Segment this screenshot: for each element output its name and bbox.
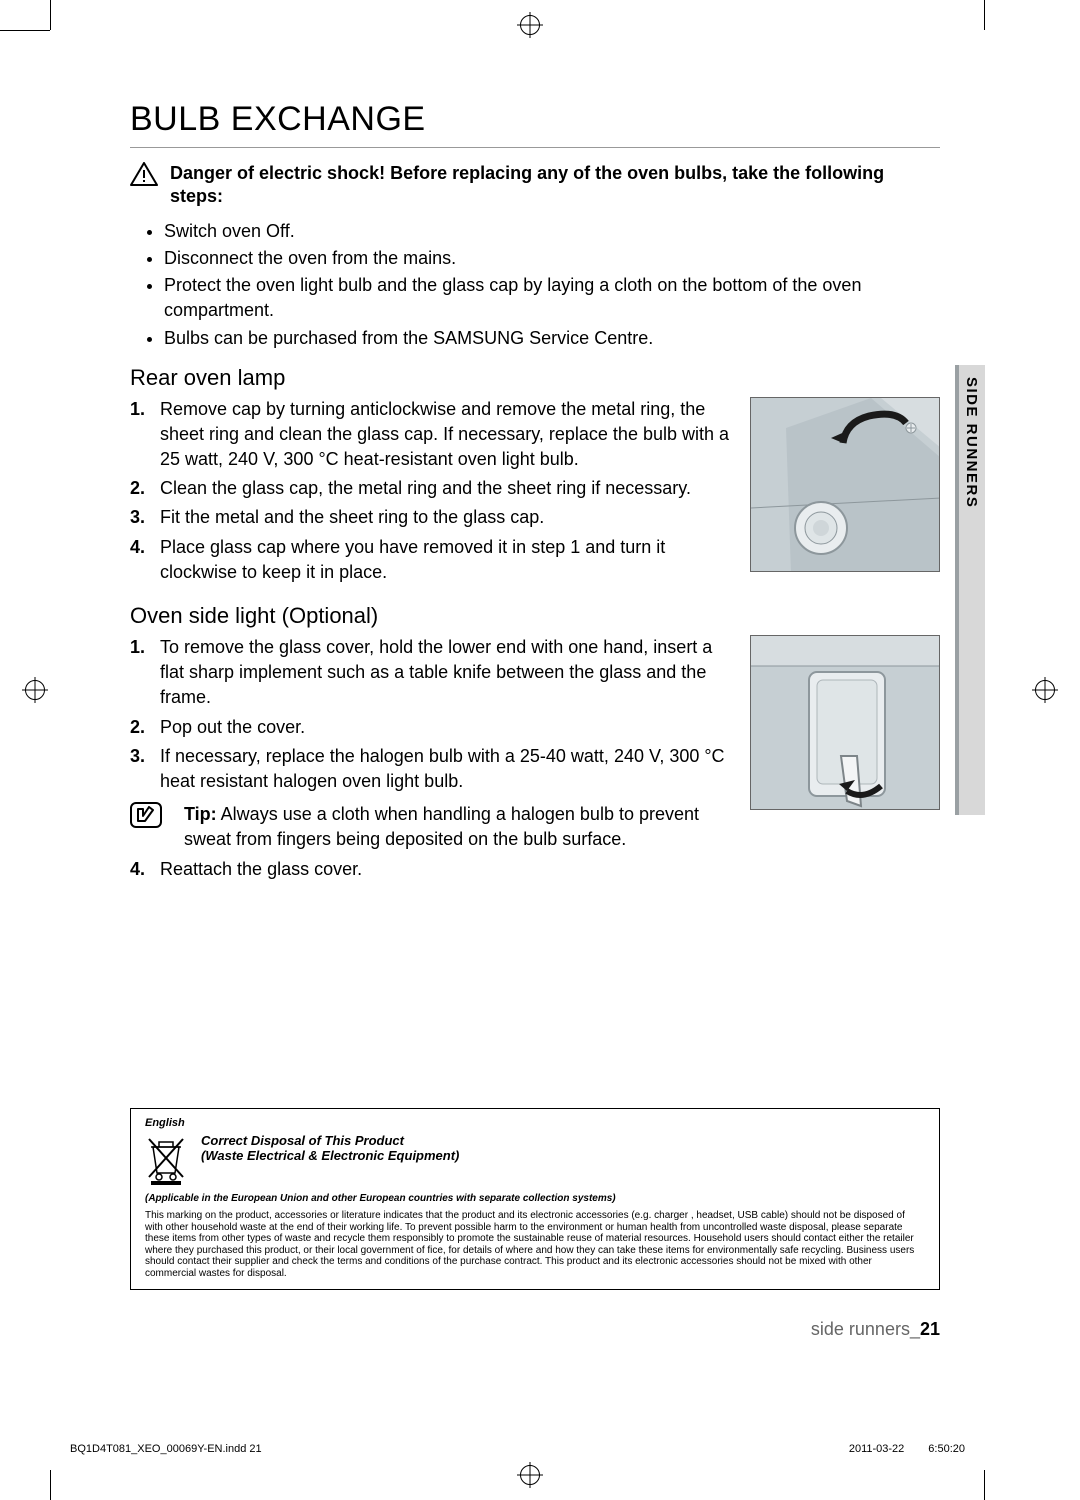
rear-lamp-steps: Remove cap by turning anticlockwise and … xyxy=(130,397,732,585)
list-item: Switch oven Off. xyxy=(164,219,940,244)
crop-mark xyxy=(984,1470,985,1500)
disposal-body: This marking on the product, accessories… xyxy=(145,1210,925,1279)
crop-mark xyxy=(50,1470,51,1500)
rear-lamp-section: Remove cap by turning anticlockwise and … xyxy=(130,397,940,589)
page-footer: side runners_21 xyxy=(811,1319,940,1340)
registration-mark-icon xyxy=(25,680,45,700)
weee-icon xyxy=(145,1133,187,1185)
footer-page: 21 xyxy=(920,1319,940,1339)
side-tab-label: SIDE RUNNERS xyxy=(959,365,980,508)
precaution-list: Switch oven Off. Disconnect the oven fro… xyxy=(130,219,940,351)
list-item: Disconnect the oven from the mains. xyxy=(164,246,940,271)
disposal-box: English Correct xyxy=(130,1108,940,1290)
warning-block: Danger of electric shock! Before replaci… xyxy=(130,162,940,209)
tip-block: Tip: Always use a cloth when handling a … xyxy=(130,802,732,852)
disposal-subtitle: (Applicable in the European Union and ot… xyxy=(145,1193,925,1204)
list-item: Pop out the cover. xyxy=(130,715,732,740)
disposal-title-2: (Waste Electrical & Electronic Equipment… xyxy=(201,1148,459,1163)
tip-body-text: Always use a cloth when handling a halog… xyxy=(184,804,699,849)
warning-text: Danger of electric shock! Before replaci… xyxy=(170,162,940,209)
tip-text: Tip: Always use a cloth when handling a … xyxy=(174,802,732,852)
list-item: Protect the oven light bulb and the glas… xyxy=(164,273,940,323)
crop-mark xyxy=(50,0,51,30)
page-content: BULB EXCHANGE Danger of electric shock! … xyxy=(60,40,975,1460)
registration-mark-icon xyxy=(1035,680,1055,700)
side-light-section: To remove the glass cover, hold the lowe… xyxy=(130,635,940,886)
section-title: BULB EXCHANGE xyxy=(130,100,940,139)
rear-lamp-heading: Rear oven lamp xyxy=(130,365,940,391)
warning-icon xyxy=(130,162,158,186)
list-item: Fit the metal and the sheet ring to the … xyxy=(130,505,732,530)
print-slug: BQ1D4T081_XEO_00069Y-EN.indd 21 2011-03-… xyxy=(70,1443,965,1455)
list-item: Reattach the glass cover. xyxy=(130,857,732,882)
list-item: If necessary, replace the halogen bulb w… xyxy=(130,744,732,794)
footer-section: side runners xyxy=(811,1319,910,1339)
registration-mark-icon xyxy=(520,15,540,35)
list-item: Remove cap by turning anticlockwise and … xyxy=(130,397,732,473)
side-light-heading-text: Oven side light xyxy=(130,603,276,628)
disposal-title-1: Correct Disposal of This Product xyxy=(201,1133,459,1148)
side-light-steps-a: To remove the glass cover, hold the lowe… xyxy=(130,635,732,794)
registration-mark-icon xyxy=(520,1465,540,1485)
crop-mark xyxy=(984,0,985,30)
horizontal-rule xyxy=(130,147,940,148)
note-icon xyxy=(130,802,162,828)
disposal-language: English xyxy=(145,1117,925,1129)
slug-time: 6:50:20 xyxy=(928,1443,965,1455)
list-item: Bulbs can be purchased from the SAMSUNG … xyxy=(164,326,940,351)
list-item: To remove the glass cover, hold the lowe… xyxy=(130,635,732,711)
tip-label: Tip: xyxy=(184,804,217,824)
side-light-optional: (Optional) xyxy=(276,603,379,628)
rear-lamp-figure xyxy=(750,397,940,572)
side-light-steps-b: Reattach the glass cover. xyxy=(130,857,732,882)
slug-file: BQ1D4T081_XEO_00069Y-EN.indd 21 xyxy=(70,1443,262,1455)
side-light-heading: Oven side light (Optional) xyxy=(130,603,940,629)
slug-date: 2011-03-22 xyxy=(849,1443,904,1455)
list-item: Clean the glass cap, the metal ring and … xyxy=(130,476,732,501)
side-tab: SIDE RUNNERS xyxy=(955,365,985,815)
list-item: Place glass cap where you have removed i… xyxy=(130,535,732,585)
side-light-figure xyxy=(750,635,940,810)
crop-mark xyxy=(0,30,50,31)
